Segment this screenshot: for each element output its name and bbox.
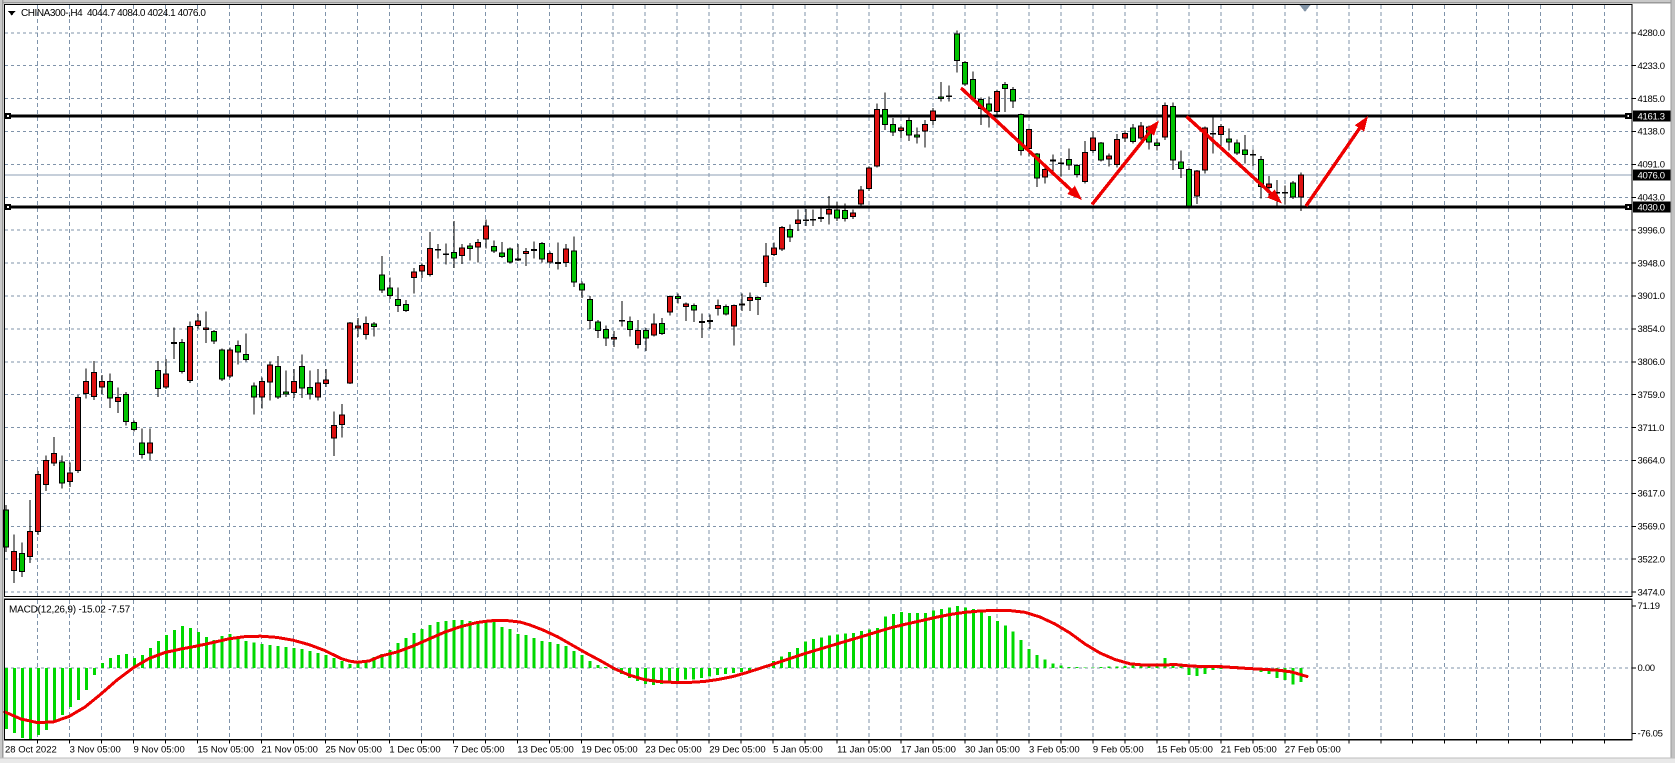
svg-text:4043.0: 4043.0 (1638, 193, 1665, 204)
svg-text:4185.0: 4185.0 (1638, 94, 1665, 105)
svg-text:4138.0: 4138.0 (1638, 127, 1665, 138)
svg-text:19 Dec 05:00: 19 Dec 05:00 (581, 745, 638, 756)
svg-text:3948.0: 3948.0 (1638, 258, 1665, 269)
svg-text:1 Dec 05:00: 1 Dec 05:00 (389, 745, 440, 756)
svg-text:3854.0: 3854.0 (1638, 324, 1665, 335)
svg-text:3996.0: 3996.0 (1638, 225, 1665, 236)
svg-text:3522.0: 3522.0 (1638, 554, 1665, 565)
svg-text:71.19: 71.19 (1638, 601, 1660, 612)
svg-text:25 Nov 05:00: 25 Nov 05:00 (325, 745, 382, 756)
svg-text:23 Dec 05:00: 23 Dec 05:00 (645, 745, 702, 756)
svg-text:4091.0: 4091.0 (1638, 160, 1665, 171)
svg-text:30 Jan 05:00: 30 Jan 05:00 (965, 745, 1020, 756)
svg-text:3759.0: 3759.0 (1638, 390, 1665, 401)
svg-text:28 Oct 2022: 28 Oct 2022 (5, 745, 57, 756)
svg-text:3569.0: 3569.0 (1638, 522, 1665, 533)
svg-text:15 Nov 05:00: 15 Nov 05:00 (198, 745, 255, 756)
svg-text:3664.0: 3664.0 (1638, 456, 1665, 467)
svg-text:9 Nov 05:00: 9 Nov 05:00 (134, 745, 185, 756)
svg-text:CHINA300-,H4 4044.7 4084.0 40: CHINA300-,H4 4044.7 4084.0 4024.1 4076.0 (21, 8, 206, 19)
svg-text:13 Dec 05:00: 13 Dec 05:00 (517, 745, 574, 756)
svg-text:29 Dec 05:00: 29 Dec 05:00 (709, 745, 766, 756)
svg-text:7 Dec 05:00: 7 Dec 05:00 (453, 745, 504, 756)
svg-text:5 Jan 05:00: 5 Jan 05:00 (773, 745, 823, 756)
svg-text:-76.05: -76.05 (1638, 729, 1663, 740)
svg-text:9 Feb 05:00: 9 Feb 05:00 (1093, 745, 1144, 756)
svg-text:3901.0: 3901.0 (1638, 291, 1665, 302)
svg-text:4161.3: 4161.3 (1638, 111, 1665, 122)
svg-text:3 Nov 05:00: 3 Nov 05:00 (70, 745, 121, 756)
svg-text:15 Feb 05:00: 15 Feb 05:00 (1157, 745, 1213, 756)
svg-text:3711.0: 3711.0 (1638, 423, 1665, 434)
svg-text:3806.0: 3806.0 (1638, 357, 1665, 368)
svg-text:3617.0: 3617.0 (1638, 489, 1665, 500)
svg-text:4030.0: 4030.0 (1638, 202, 1665, 213)
svg-text:0.00: 0.00 (1638, 663, 1655, 674)
svg-text:3474.0: 3474.0 (1638, 587, 1665, 598)
svg-text:4233.0: 4233.0 (1638, 61, 1665, 72)
svg-text:21 Nov 05:00: 21 Nov 05:00 (261, 745, 318, 756)
svg-text:4076.0: 4076.0 (1638, 170, 1665, 181)
svg-text:3 Feb 05:00: 3 Feb 05:00 (1029, 745, 1080, 756)
svg-text:4280.0: 4280.0 (1638, 28, 1665, 39)
svg-text:17 Jan 05:00: 17 Jan 05:00 (901, 745, 956, 756)
svg-text:27 Feb 05:00: 27 Feb 05:00 (1285, 745, 1341, 756)
svg-text:21 Feb 05:00: 21 Feb 05:00 (1221, 745, 1277, 756)
svg-text:11 Jan 05:00: 11 Jan 05:00 (837, 745, 891, 756)
svg-text:MACD(12,26,9) -15.02 -7.57: MACD(12,26,9) -15.02 -7.57 (9, 605, 131, 616)
